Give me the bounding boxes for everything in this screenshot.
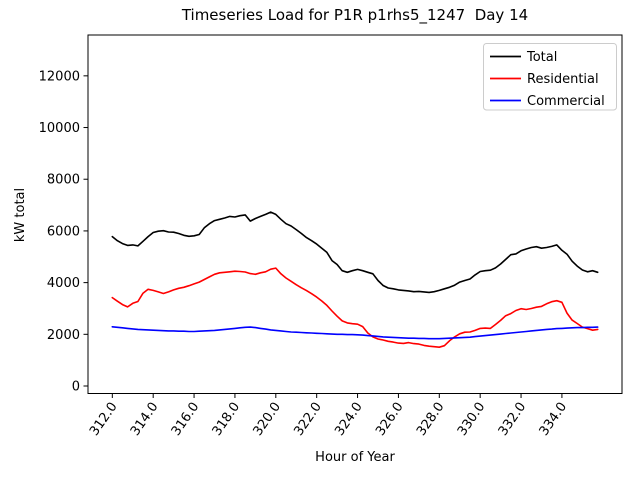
y-tick-label: 8000 bbox=[47, 173, 80, 188]
y-tick-label: 0 bbox=[72, 380, 80, 395]
x-tick-label: 316.0 bbox=[169, 400, 203, 439]
x-tick-label: 312.0 bbox=[87, 400, 121, 439]
x-tick-label: 330.0 bbox=[455, 400, 489, 439]
x-tick-label: 328.0 bbox=[414, 400, 448, 439]
commercial-line bbox=[111, 325, 599, 340]
x-tick-label: 320.0 bbox=[250, 400, 284, 439]
x-axis-label: Hour of Year bbox=[315, 450, 395, 465]
legend: Total Residential Commercial bbox=[483, 43, 617, 111]
x-tick-label: 332.0 bbox=[496, 400, 530, 439]
legend-entry-label: Commercial bbox=[527, 94, 605, 109]
x-tick-label: 318.0 bbox=[210, 400, 244, 439]
legend-box bbox=[483, 43, 617, 111]
y-tick-label: 6000 bbox=[47, 224, 80, 239]
total-line bbox=[111, 211, 599, 294]
chart-title: Timeseries Load for P1R p1rhs5_1247 Day … bbox=[181, 6, 528, 25]
y-tick-label: 10000 bbox=[39, 121, 80, 136]
y-tick-label: 4000 bbox=[47, 276, 80, 291]
x-tick-label: 314.0 bbox=[128, 400, 162, 439]
legend-entry-label: Total bbox=[526, 50, 557, 65]
x-tick-label: 326.0 bbox=[373, 400, 407, 439]
y-tick-label: 12000 bbox=[39, 69, 80, 84]
residential-line bbox=[111, 267, 599, 349]
legend-entry-label: Residential bbox=[527, 72, 599, 87]
y-tick-label: 2000 bbox=[47, 328, 80, 343]
x-tick-label: 322.0 bbox=[291, 400, 325, 439]
x-tick-label: 334.0 bbox=[537, 400, 571, 439]
x-tick-label: 324.0 bbox=[332, 400, 366, 439]
series-lines bbox=[111, 211, 599, 349]
y-axis-label: kW total bbox=[13, 188, 28, 242]
